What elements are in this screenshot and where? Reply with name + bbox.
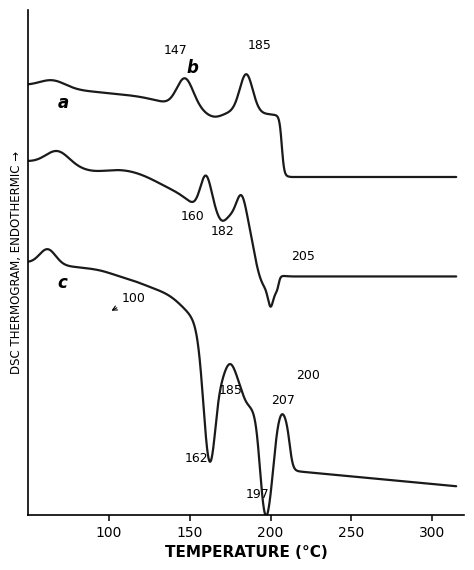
Text: 182: 182 (210, 225, 234, 238)
Text: 147: 147 (164, 44, 187, 57)
Text: c: c (57, 274, 67, 292)
Text: 162: 162 (184, 452, 208, 465)
Text: 200: 200 (296, 369, 320, 382)
Text: 197: 197 (246, 487, 269, 500)
Text: 205: 205 (292, 250, 315, 263)
Text: 160: 160 (181, 210, 205, 222)
Text: 100: 100 (112, 292, 146, 310)
Text: a: a (57, 94, 69, 112)
Text: 185: 185 (248, 39, 272, 52)
Text: b: b (187, 59, 199, 77)
X-axis label: TEMPERATURE (°C): TEMPERATURE (°C) (165, 545, 328, 560)
Text: 207: 207 (272, 394, 295, 407)
Y-axis label: DSC THERMOGRAM, ENDOTHERMIC →: DSC THERMOGRAM, ENDOTHERMIC → (10, 151, 23, 374)
Text: 185: 185 (218, 384, 242, 397)
